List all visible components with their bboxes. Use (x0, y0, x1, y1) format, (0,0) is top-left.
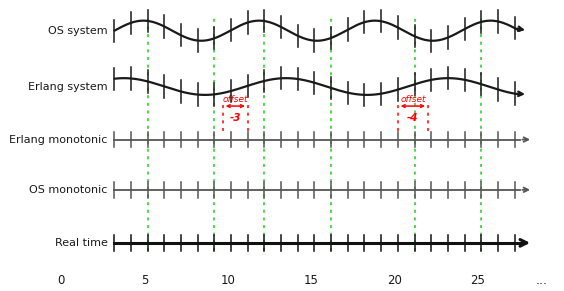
Text: 0: 0 (58, 274, 65, 287)
Text: -4: -4 (407, 113, 418, 123)
Text: Real time: Real time (55, 238, 108, 248)
Text: ...: ... (535, 274, 547, 287)
Text: OS system: OS system (48, 26, 108, 36)
Text: 10: 10 (221, 274, 235, 287)
Text: 20: 20 (387, 274, 402, 287)
Text: Erlang system: Erlang system (28, 81, 108, 92)
Text: 15: 15 (303, 274, 319, 287)
Text: offset: offset (223, 95, 248, 104)
Text: Erlang monotonic: Erlang monotonic (10, 134, 108, 145)
Text: offset: offset (400, 95, 426, 104)
Text: 5: 5 (141, 274, 148, 287)
Text: OS monotonic: OS monotonic (29, 185, 108, 195)
Text: -3: -3 (230, 113, 241, 123)
Text: 25: 25 (470, 274, 485, 287)
